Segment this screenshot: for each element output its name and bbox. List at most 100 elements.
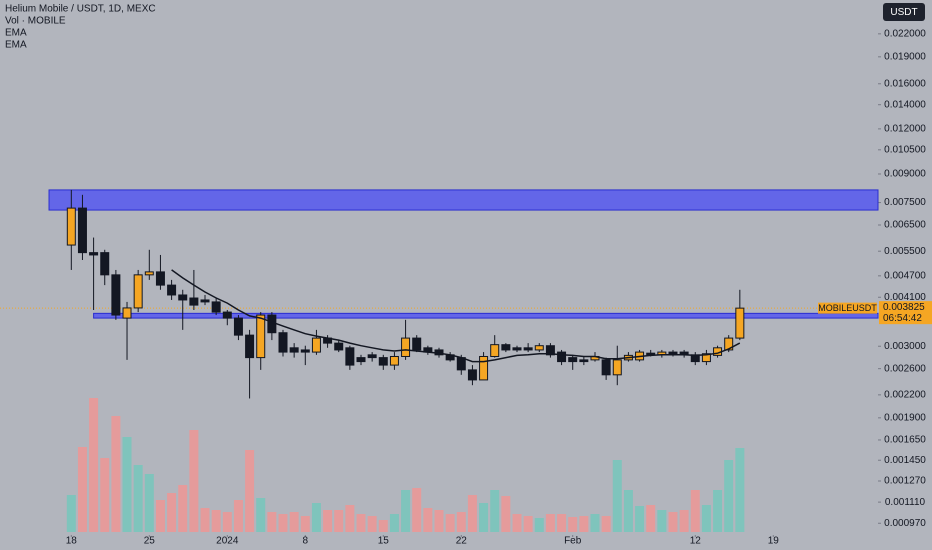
indicator-label: EMA xyxy=(5,28,27,39)
currency-button[interactable] xyxy=(883,3,925,21)
volume-bar xyxy=(657,510,667,532)
volume-bar xyxy=(289,512,299,532)
y-tick-label: 0.001900 xyxy=(884,412,926,423)
y-tick-label: 0.000970 xyxy=(884,518,926,529)
candle-body xyxy=(144,271,154,276)
candle-body xyxy=(278,332,288,353)
y-tick-label: 0.019000 xyxy=(884,51,926,62)
volume-bar xyxy=(512,514,522,532)
candle-body xyxy=(401,337,411,357)
candle-body xyxy=(100,252,110,276)
volume-bar xyxy=(456,512,466,532)
volume-bar xyxy=(423,508,433,532)
volume-bar xyxy=(412,488,422,532)
volume-bar xyxy=(579,516,589,532)
candle-body xyxy=(579,359,589,363)
volume-bar xyxy=(646,505,656,532)
candle-body xyxy=(523,347,533,351)
candle-body xyxy=(501,344,511,351)
candle-body xyxy=(133,274,143,309)
volume-bar xyxy=(434,510,444,532)
currency-button-label[interactable]: USDT xyxy=(890,7,917,18)
volume-bar xyxy=(133,465,143,532)
candle-body xyxy=(77,207,87,254)
volume-bar xyxy=(100,458,110,532)
x-tick-label: 8 xyxy=(303,536,309,547)
candle-body xyxy=(557,351,567,363)
candle-body xyxy=(111,274,121,316)
volume-bar xyxy=(690,490,700,532)
candle-body xyxy=(122,307,132,319)
volume-bar xyxy=(479,503,489,532)
volume-bar xyxy=(122,437,132,532)
volume-bar xyxy=(189,430,199,532)
y-tick-label: 0.001110 xyxy=(885,497,926,508)
candle-body xyxy=(89,252,99,256)
volume-bar xyxy=(623,490,633,532)
candle-body xyxy=(545,345,555,356)
volume-bar xyxy=(713,490,723,532)
volume-bar xyxy=(679,510,689,532)
chart-title: Helium Mobile / USDT, 1D, MEXC xyxy=(5,4,156,15)
volume-bar xyxy=(490,490,500,532)
candle-body xyxy=(456,357,466,371)
volume-bar xyxy=(501,496,511,532)
candle-body xyxy=(245,334,255,359)
x-tick-label: 15 xyxy=(378,536,390,547)
indicator-label: EMA xyxy=(5,40,27,51)
candle-body xyxy=(467,369,477,381)
volume-bar xyxy=(735,448,745,532)
volume-bar xyxy=(467,495,477,532)
volume-bar xyxy=(367,516,377,532)
volume-bar xyxy=(668,512,678,532)
volume-bar xyxy=(167,493,177,532)
y-tick-label: 0.001650 xyxy=(884,435,926,446)
candle-body xyxy=(735,307,745,339)
candle-body xyxy=(479,355,489,381)
y-tick-label: 0.001270 xyxy=(884,476,926,487)
symbol-tag-bg xyxy=(818,302,877,314)
volume-bar xyxy=(256,498,266,532)
zone xyxy=(93,312,879,319)
y-tick-label: 0.022000 xyxy=(884,28,926,39)
volume-bar xyxy=(401,490,411,532)
indicator-label: Vol · MOBILE xyxy=(5,16,66,27)
candle-body xyxy=(601,359,611,376)
volume-bar xyxy=(523,516,533,532)
candle-body xyxy=(534,345,544,351)
volume-bar xyxy=(724,460,734,532)
volume-bar xyxy=(200,508,210,532)
volume-bar xyxy=(635,506,645,532)
volume-bar xyxy=(300,516,310,532)
volume-bar xyxy=(178,485,188,532)
y-tick-label: 0.005500 xyxy=(884,246,926,257)
price-tag: 0.003825 xyxy=(883,302,925,313)
candle-body xyxy=(345,347,355,366)
candle-body xyxy=(167,284,177,296)
candle-body xyxy=(311,337,321,353)
volume-bar xyxy=(233,500,243,532)
volume-bar xyxy=(278,514,288,532)
candle-body xyxy=(200,299,210,303)
candle-body xyxy=(701,353,711,363)
candle-body xyxy=(222,311,232,319)
volume-bar xyxy=(334,510,344,532)
volume-bar xyxy=(222,512,232,532)
candle-body xyxy=(300,349,310,353)
x-tick-label: Feb xyxy=(564,536,582,547)
volume-bar xyxy=(557,514,567,532)
volume-bar xyxy=(111,416,121,532)
candle-body xyxy=(256,314,266,359)
y-tick-label: 0.004100 xyxy=(884,292,926,303)
candle-body xyxy=(668,351,678,355)
y-tick-label: 0.010500 xyxy=(884,144,926,155)
y-tick-label: 0.002200 xyxy=(884,390,926,401)
x-tick-label: 25 xyxy=(144,536,156,547)
y-tick-label: 0.009000 xyxy=(884,169,926,180)
volume-bar xyxy=(267,512,277,532)
y-tick-label: 0.016000 xyxy=(884,78,926,89)
volume-bar xyxy=(144,474,154,532)
ema-line xyxy=(171,269,741,363)
candle-body xyxy=(612,359,622,376)
